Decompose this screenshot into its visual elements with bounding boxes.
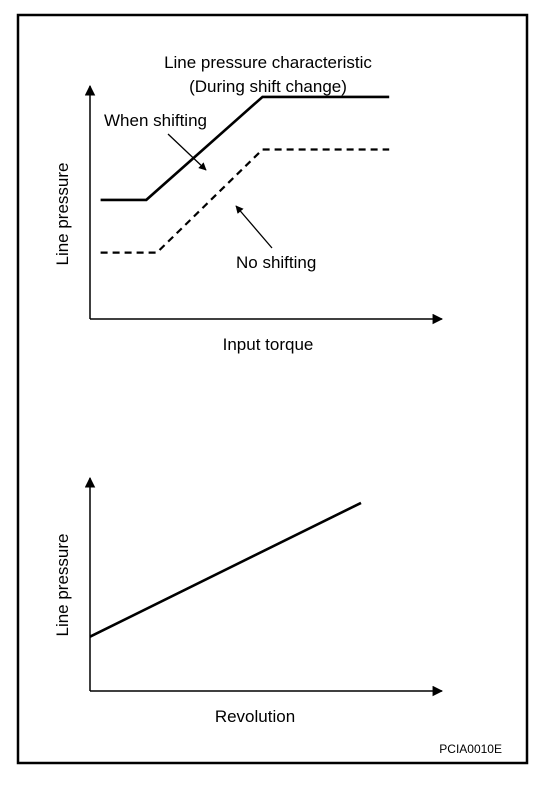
leader-no-shifting <box>235 205 273 249</box>
chart-1-y-label: Line pressure <box>53 162 72 265</box>
series-line-revolution <box>89 501 362 638</box>
chart-1-subtitle: (During shift change) <box>189 77 347 96</box>
chart-2-x-label: Revolution <box>215 707 295 726</box>
chart-2: Revolution Line pressure <box>53 476 444 726</box>
figure-code: PCIA0010E <box>439 742 502 756</box>
chart-1: Line pressure characteristic (During shi… <box>53 53 444 354</box>
series-label-when-shifting: When shifting <box>104 111 207 130</box>
series-label-no-shifting: No shifting <box>236 253 316 272</box>
chart-2-y-label: Line pressure <box>53 533 72 636</box>
series-line-when-shifting <box>100 95 390 202</box>
figure-frame <box>16 13 529 765</box>
series-line-no-shifting <box>100 148 390 254</box>
chart-1-title: Line pressure characteristic <box>164 53 372 72</box>
leader-when-shifting <box>167 133 207 171</box>
chart-1-x-label: Input torque <box>223 335 314 354</box>
